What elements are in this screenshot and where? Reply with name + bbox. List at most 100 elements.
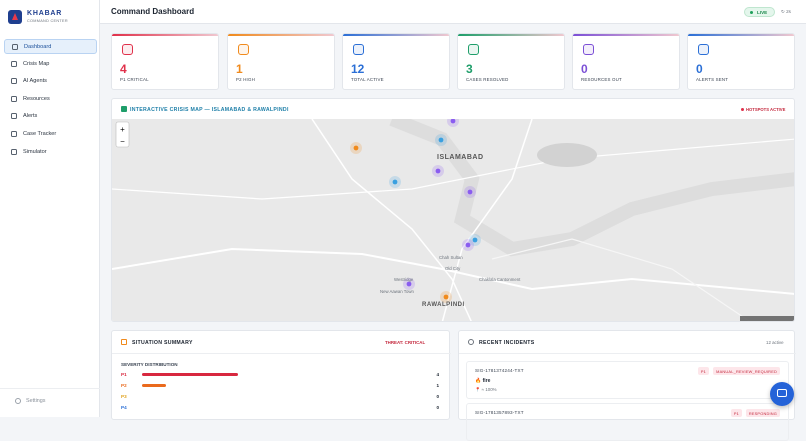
map-place: Chaklala Cantonment xyxy=(479,277,521,282)
map[interactable]: + − xyxy=(112,119,795,322)
severity-count: 0 xyxy=(436,394,439,399)
brand: KHABAR xyxy=(27,10,63,17)
stat-card: 0 ALERTS SENT xyxy=(687,33,795,90)
hotspot[interactable] xyxy=(443,294,449,300)
hotspot[interactable] xyxy=(406,281,412,287)
svg-text:−: − xyxy=(120,137,125,146)
map-place: Chah Sultan xyxy=(439,255,463,260)
sidebar: KHABAR COMMAND CENTER Dashboard Crisis Ma… xyxy=(0,0,100,417)
map-panel: INTERACTIVE CRISIS MAP — ISLAMABAD & RAW… xyxy=(111,98,795,322)
stat-label: P2 HIGH xyxy=(236,77,255,82)
stat-value: 0 xyxy=(581,62,588,76)
hotspot[interactable] xyxy=(353,145,359,151)
severity-bar xyxy=(142,373,238,376)
summary-subtitle: SEVERITY DISTRIBUTION xyxy=(121,362,178,367)
card-icon xyxy=(122,44,133,55)
stat-value: 12 xyxy=(351,62,365,76)
card-accent xyxy=(343,34,449,36)
settings[interactable]: Settings xyxy=(26,398,46,404)
stat-label: RESOURCES OUT xyxy=(581,77,622,82)
chat-button[interactable] xyxy=(770,382,794,406)
card-icon xyxy=(238,44,249,55)
hotspot[interactable] xyxy=(438,137,444,143)
hotspot[interactable] xyxy=(435,168,441,174)
card-accent xyxy=(688,34,794,36)
incident-type: 🔥 fire xyxy=(475,378,491,384)
topbar xyxy=(100,0,806,24)
incident-card: SIG-1781357893-TXT RESPONDING P1 xyxy=(466,403,789,441)
severity-label: P3 xyxy=(121,394,127,399)
stat-value: 4 xyxy=(120,62,127,76)
stat-label: P1 CRITICAL xyxy=(120,77,149,82)
map-place: Westridge xyxy=(394,277,414,282)
stat-card: 3 CASES RESOLVED xyxy=(457,33,565,90)
stat-card: 0 RESOURCES OUT xyxy=(572,33,680,90)
nav-item[interactable]: Dashboard xyxy=(4,39,97,54)
card-icon xyxy=(698,44,709,55)
incident-confidence: 📍 ≈ 100% xyxy=(475,387,497,392)
incident-id: SIG-1781357893-TXT xyxy=(475,410,524,415)
incidents-panel: RECENT INCIDENTS 12 active SIG-178137424… xyxy=(458,330,796,441)
map-place: Old City xyxy=(445,266,461,271)
priority-badge: P1 xyxy=(730,409,742,417)
nav-item[interactable]: Crisis Map xyxy=(4,57,97,72)
stat-label: TOTAL ACTIVE xyxy=(351,77,384,82)
stat-value: 3 xyxy=(466,62,473,76)
card-icon xyxy=(353,44,364,55)
stat-card: 12 TOTAL ACTIVE xyxy=(342,33,450,90)
map-title: INTERACTIVE CRISIS MAP — ISLAMABAD & RAW… xyxy=(130,107,289,113)
card-icon xyxy=(583,44,594,55)
tagline: COMMAND CENTER xyxy=(27,19,68,23)
threat: THREAT: CRITICAL xyxy=(385,340,426,345)
hotspot[interactable] xyxy=(465,242,471,248)
hotspot[interactable] xyxy=(472,237,478,243)
status-badge: MANUAL_REVIEW_REQUIRED xyxy=(713,367,780,375)
card-accent xyxy=(112,34,218,36)
stat-value: 0 xyxy=(696,62,703,76)
map-place: ISLAMABAD xyxy=(437,154,484,161)
stat-card: 1 P2 HIGH xyxy=(227,33,335,90)
card-accent xyxy=(573,34,679,36)
nav-item[interactable]: Simulator xyxy=(4,145,97,160)
priority-badge: P1 xyxy=(697,367,709,375)
hotspot[interactable] xyxy=(467,189,473,195)
incidents-count: 12 active xyxy=(766,340,784,345)
severity-bar xyxy=(142,384,166,387)
map-status: HOTSPOTS ACTIVE xyxy=(746,107,786,112)
card-icon xyxy=(468,44,479,55)
stat-card: 4 P1 CRITICAL xyxy=(111,33,219,90)
map-place: New Aawan Town xyxy=(380,289,414,294)
summary-title: SITUATION SUMMARY xyxy=(132,340,193,346)
logo xyxy=(8,10,22,24)
summary-panel: SITUATION SUMMARY THREAT: CRITICAL SEVER… xyxy=(111,330,451,420)
stat-value: 1 xyxy=(236,62,243,76)
status-badge: RESPONDING xyxy=(745,409,780,417)
severity-count: 0 xyxy=(436,405,439,410)
nav-item[interactable]: Resources xyxy=(4,92,97,107)
severity-label: P1 xyxy=(121,372,127,377)
live-text: LIVE xyxy=(757,10,768,15)
incident-card: SIG-1781374244-TXT MANUAL_REVIEW_REQUIRED… xyxy=(466,361,789,399)
severity-count: 4 xyxy=(436,372,439,377)
nav-item[interactable]: Alerts xyxy=(4,109,97,124)
page-title: Command Dashboard xyxy=(111,7,195,16)
nav-item[interactable]: AI Agents xyxy=(4,74,97,89)
severity-count: 1 xyxy=(436,383,439,388)
incident-id: SIG-1781374244-TXT xyxy=(475,368,524,373)
card-accent xyxy=(458,34,564,36)
incidents-title: RECENT INCIDENTS xyxy=(479,340,535,346)
map-place: RAWALPINDI xyxy=(422,302,465,308)
hotspot[interactable] xyxy=(392,179,398,185)
settings-icon xyxy=(15,398,21,404)
card-accent xyxy=(228,34,334,36)
nav-item[interactable]: Case Tracker xyxy=(4,127,97,142)
hotspot[interactable] xyxy=(450,119,456,124)
severity-label: P4 xyxy=(121,405,127,410)
stat-label: ALERTS SENT xyxy=(696,77,729,82)
stat-label: CASES RESOLVED xyxy=(466,77,509,82)
refresh: ↻ 2s xyxy=(781,9,791,14)
live-pill: LIVE xyxy=(744,7,775,17)
severity-label: P2 xyxy=(121,383,127,388)
svg-text:+: + xyxy=(120,125,125,134)
